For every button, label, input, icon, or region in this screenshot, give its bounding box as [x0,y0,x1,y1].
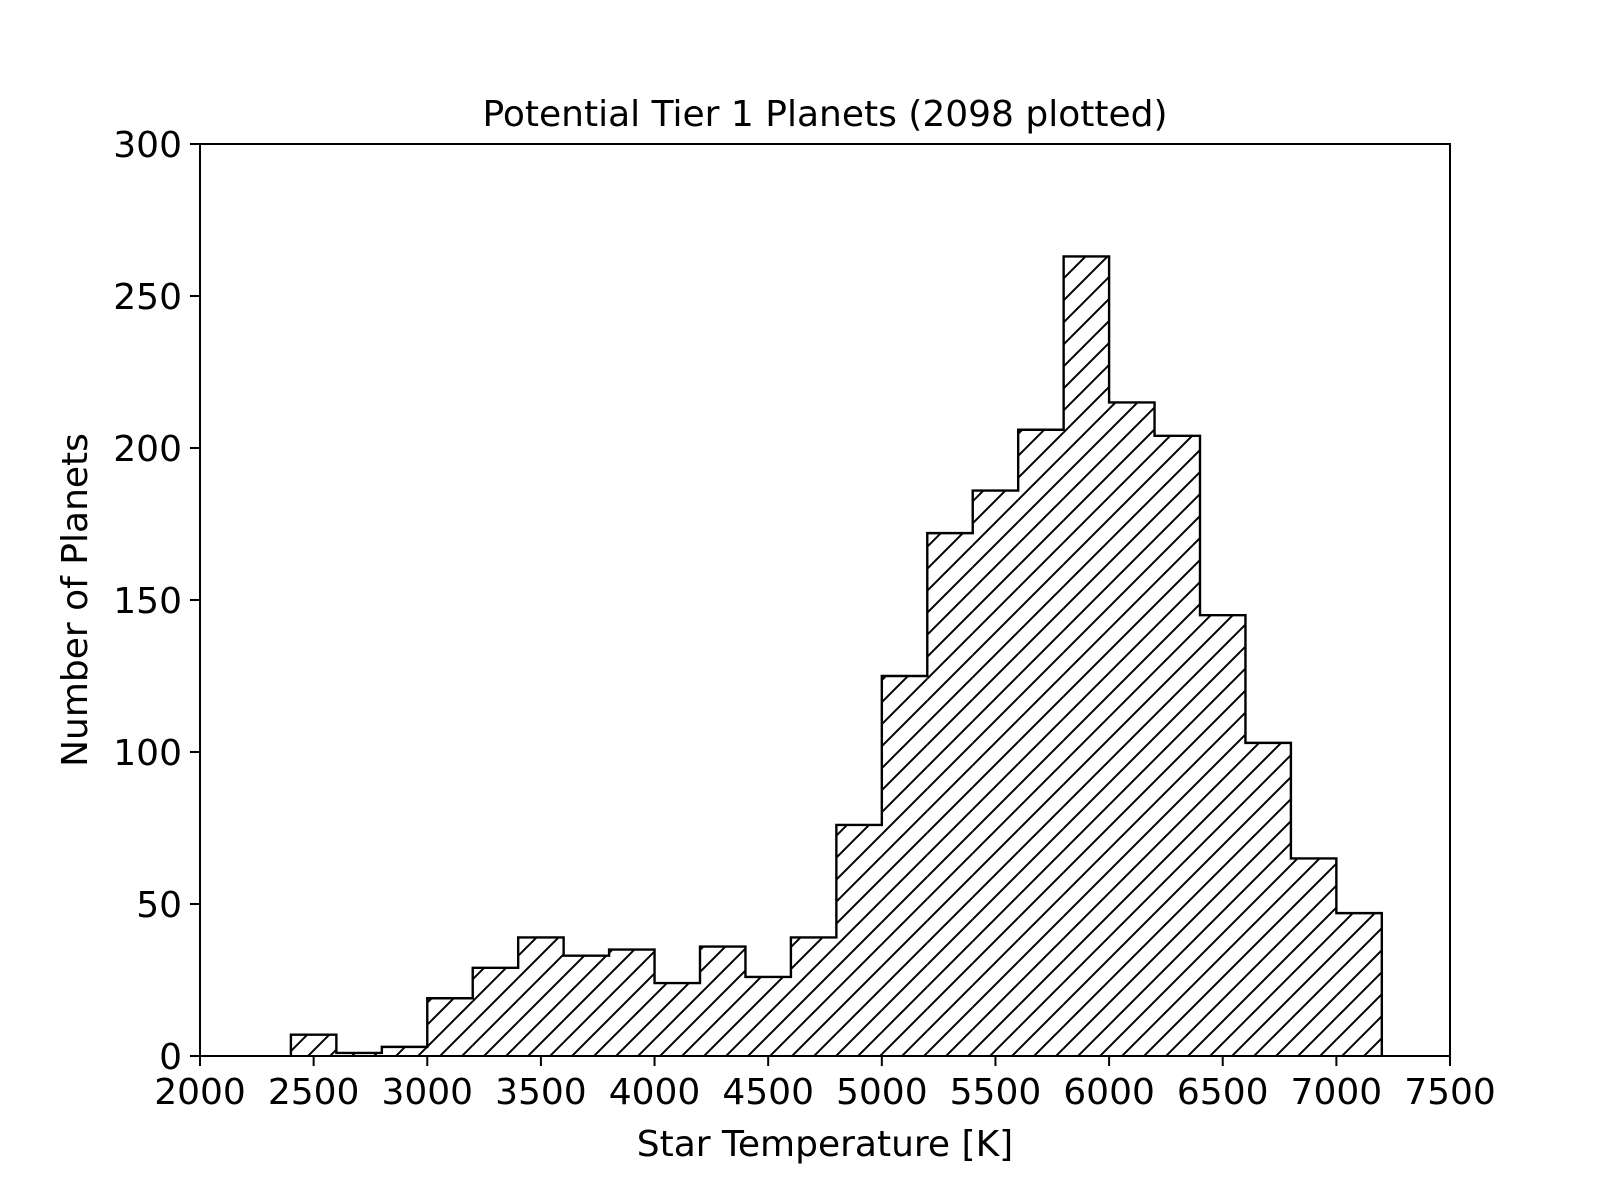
histogram-bar [1154,435,1200,1057]
x-tick-label: 7500 [1404,1072,1496,1113]
histogram-bar [1336,913,1382,1056]
y-tick-label: 100 [113,733,182,774]
x-tick-label: 4000 [609,1072,701,1113]
histogram-bar [927,533,973,1056]
y-tick-label: 50 [136,885,182,926]
histogram-bar [290,1034,337,1056]
histogram-bar [1018,429,1064,1056]
histogram-bar [881,676,928,1056]
histogram-bar [790,937,837,1056]
x-tick-label: 2500 [268,1072,360,1113]
y-tick-label: 150 [113,581,182,622]
histogram-outline [289,255,1384,1056]
x-tick-label: 2000 [154,1072,246,1113]
histogram-bar [518,937,564,1056]
histogram-bar [427,998,473,1056]
histogram-bar [336,1052,382,1056]
x-tick-label: 3000 [381,1072,473,1113]
histogram-bar [609,949,655,1056]
x-tick-label: 7000 [1291,1072,1383,1113]
chart-title: Potential Tier 1 Planets (2098 plotted) [482,94,1167,135]
x-tick-label: 6500 [1177,1072,1269,1113]
histogram-bar [745,976,791,1056]
x-tick-label: 5000 [836,1072,928,1113]
x-tick-label: 5500 [950,1072,1042,1113]
x-tick-label: 3500 [495,1072,587,1113]
histogram-bar [654,983,700,1056]
y-tick-label: 200 [113,429,182,470]
histogram-bar [700,946,746,1056]
histogram-bar [1245,742,1291,1056]
x-tick-label: 6000 [1063,1072,1155,1113]
y-tick-label: 300 [113,125,182,166]
x-axis-ticks: 2000 2500 3000 3500 4000 4500 5000 5500 6000 6500… [154,1056,1496,1113]
y-tick-label: 0 [159,1037,182,1078]
y-axis-ticks: 0 50 100 150 200 250 300 [113,125,200,1078]
histogram-bar [381,1046,428,1056]
histogram-bar [972,490,1019,1056]
y-axis-label: Number of Planets [55,433,96,767]
x-tick-label: 4500 [722,1072,814,1113]
histogram-bar [1200,615,1246,1056]
histogram-bar [1063,256,1110,1057]
histogram-bar [836,824,882,1056]
histogram-bar [563,955,610,1056]
histogram-bars [290,256,1382,1057]
histogram-bar [472,967,519,1056]
histogram-bar [1109,402,1155,1056]
y-tick-label: 250 [113,277,182,318]
x-axis-label: Star Temperature [K] [637,1124,1013,1165]
histogram-bar [1290,858,1337,1056]
